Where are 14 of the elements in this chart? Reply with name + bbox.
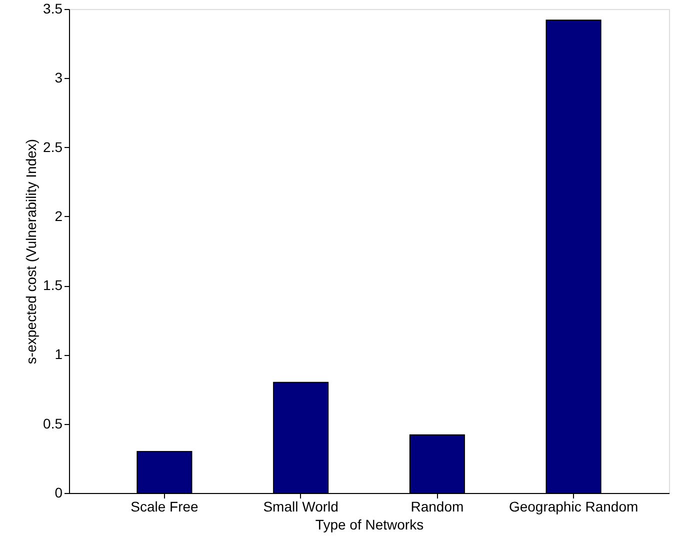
y-axis-title: s-expected cost (Vulnerability Index) [23, 138, 40, 364]
y-tick-label: 1 [54, 346, 63, 362]
y-tick-label: 2 [54, 208, 63, 224]
y-tick-label: 2.5 [43, 138, 63, 155]
x-tick-label: Geographic Random [508, 498, 638, 514]
x-tick-label: Scale Free [130, 498, 199, 514]
y-tick-label: 3.5 [43, 0, 63, 16]
x-tick-label: Small World [263, 498, 338, 514]
y-tick-label: 0 [54, 484, 63, 500]
y-tick-label: 0.5 [43, 415, 63, 432]
y-tick-label: 1.5 [43, 277, 63, 294]
x-axis-title: Type of Networks [315, 516, 424, 532]
y-tick-label: 3 [54, 70, 63, 86]
x-tick-label: Random [410, 498, 464, 514]
